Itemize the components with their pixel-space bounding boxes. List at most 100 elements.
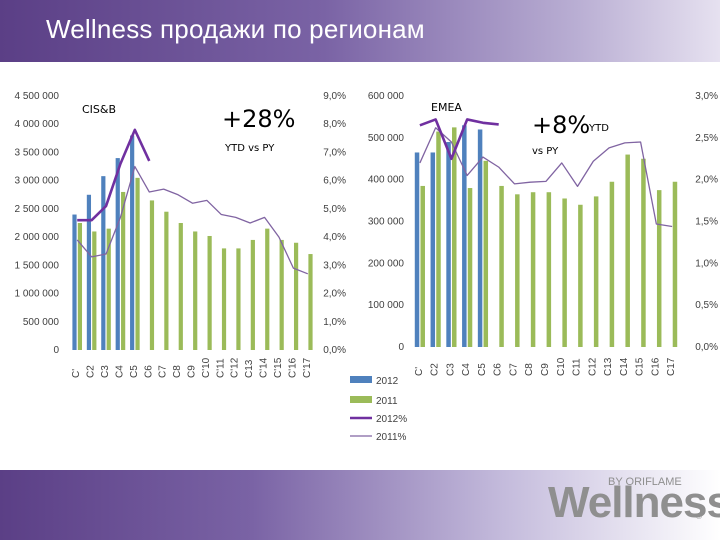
category-label: C11 bbox=[572, 358, 583, 376]
line-2011-percent bbox=[419, 127, 673, 228]
brand-logo: Wellness bbox=[548, 478, 720, 527]
y-tick-label: 200 000 bbox=[368, 258, 405, 269]
bar-2011 bbox=[420, 185, 425, 347]
y-tick-label: 4 000 000 bbox=[15, 119, 60, 130]
logo-registered-mark: ® bbox=[696, 512, 702, 521]
y-tick-label: 0 bbox=[398, 342, 404, 353]
bar-2011 bbox=[483, 160, 489, 347]
bar-2011 bbox=[221, 248, 227, 350]
y-tick-label: 500 000 bbox=[368, 133, 405, 144]
title-banner: Wellness продажи по регионам bbox=[0, 0, 720, 62]
bar-2011 bbox=[656, 190, 662, 347]
bar-2011 bbox=[77, 223, 83, 350]
category-label: C6 bbox=[493, 363, 504, 376]
bar-2011 bbox=[436, 131, 441, 347]
y-tick-label: 300 000 bbox=[368, 217, 405, 228]
bar-2011 bbox=[672, 181, 678, 347]
category-label: C'17 bbox=[302, 357, 313, 378]
legend-swatch-2012 bbox=[350, 376, 372, 383]
category-label: C5 bbox=[477, 363, 488, 376]
bar-2012 bbox=[430, 152, 436, 347]
bar-2011 bbox=[546, 192, 552, 347]
bar-2011 bbox=[515, 194, 520, 347]
y2-tick-label: 3,0% bbox=[323, 260, 346, 271]
region-label: CIS&B bbox=[82, 103, 116, 116]
y2-tick-label: 8,0% bbox=[323, 119, 346, 130]
bar-2011 bbox=[265, 228, 270, 350]
category-label: C8 bbox=[172, 365, 183, 378]
category-label: C9 bbox=[540, 363, 551, 376]
bar-2011 bbox=[562, 198, 567, 347]
y-tick-label: 0 bbox=[53, 345, 59, 356]
y-tick-label: 2 000 000 bbox=[15, 232, 60, 243]
bar-2011 bbox=[149, 200, 155, 350]
bar-2011 bbox=[293, 242, 299, 350]
bar-2011 bbox=[178, 223, 183, 350]
y-tick-label: 2 500 000 bbox=[15, 204, 60, 215]
bar-2011 bbox=[193, 231, 198, 350]
category-label: C13 bbox=[603, 357, 614, 376]
growth-value: +8% bbox=[532, 111, 590, 139]
growth-value: +28% bbox=[222, 105, 295, 133]
y2-tick-label: 2,0% bbox=[323, 289, 346, 300]
category-label: C10 bbox=[556, 357, 567, 376]
y2-tick-label: 0,0% bbox=[695, 342, 718, 353]
y-tick-label: 3 500 000 bbox=[15, 147, 60, 158]
y-tick-label: 3 000 000 bbox=[15, 176, 60, 187]
legend-label: 2012% bbox=[376, 414, 407, 425]
bar-2011 bbox=[207, 235, 212, 350]
bar-2011 bbox=[467, 188, 473, 347]
category-label: C9 bbox=[187, 365, 198, 378]
bar-2011 bbox=[530, 192, 536, 347]
category-label: C3 bbox=[445, 363, 456, 376]
growth-subtitle: YTD vs PY bbox=[224, 143, 275, 154]
category-label: C15 bbox=[635, 357, 646, 376]
category-label: C'10 bbox=[201, 357, 212, 378]
bar-2012 bbox=[115, 158, 120, 350]
page-title: Wellness продажи по регионам bbox=[46, 14, 425, 44]
line-2012-percent bbox=[77, 128, 151, 222]
legend-swatch-2011 bbox=[350, 396, 372, 403]
y2-tick-label: 6,0% bbox=[323, 176, 346, 187]
growth-ytd-label: YTD bbox=[588, 123, 609, 134]
category-label: C14 bbox=[619, 357, 630, 376]
legend-label: 2011 bbox=[376, 396, 398, 407]
bar-2011 bbox=[641, 158, 646, 347]
bar-2012 bbox=[446, 142, 451, 347]
category-label: C4 bbox=[114, 365, 125, 378]
legend-label: 2011% bbox=[376, 432, 407, 443]
bar-2012 bbox=[101, 176, 106, 350]
y-tick-label: 1 000 000 bbox=[15, 289, 60, 300]
bar-2011 bbox=[92, 231, 97, 350]
category-label: C'12 bbox=[230, 357, 241, 378]
category-label: C7 bbox=[508, 363, 519, 376]
bar-2011 bbox=[236, 248, 241, 350]
y2-tick-label: 7,0% bbox=[323, 147, 346, 158]
bar-2011 bbox=[609, 181, 615, 347]
bar-2011 bbox=[499, 185, 504, 347]
bar-2011 bbox=[452, 127, 457, 347]
logo-by-text: BY ORIFLAME bbox=[608, 476, 682, 488]
legend-label: 2012 bbox=[376, 376, 399, 387]
charts-canvas: 0 500 000 1 000 000 1 500 000 2 000 000 2 500… bbox=[15, 91, 719, 443]
y2-tick-label: 2,5% bbox=[695, 133, 718, 144]
bar-2011 bbox=[279, 239, 284, 350]
bar-2012 bbox=[72, 214, 77, 350]
category-label: C'16 bbox=[287, 357, 298, 378]
bar-2011 bbox=[593, 196, 599, 347]
line-2011-percent bbox=[76, 165, 309, 275]
bar-2011 bbox=[106, 228, 111, 350]
category-label: C13 bbox=[244, 359, 255, 378]
y2-tick-label: 0,0% bbox=[323, 345, 346, 356]
y2-tick-label: 1,0% bbox=[695, 258, 718, 269]
category-label: C17 bbox=[666, 357, 677, 376]
y-tick-label: 500 000 bbox=[23, 317, 60, 328]
category-label: C2 bbox=[86, 365, 97, 378]
bar-2011 bbox=[121, 191, 126, 350]
bar-2012 bbox=[86, 194, 92, 350]
bar-2011 bbox=[625, 154, 630, 347]
y2-tick-label: 5,0% bbox=[323, 204, 346, 215]
bar-2011 bbox=[135, 177, 140, 350]
bar-2011 bbox=[578, 204, 583, 347]
y-tick-label: 600 000 bbox=[368, 91, 405, 102]
